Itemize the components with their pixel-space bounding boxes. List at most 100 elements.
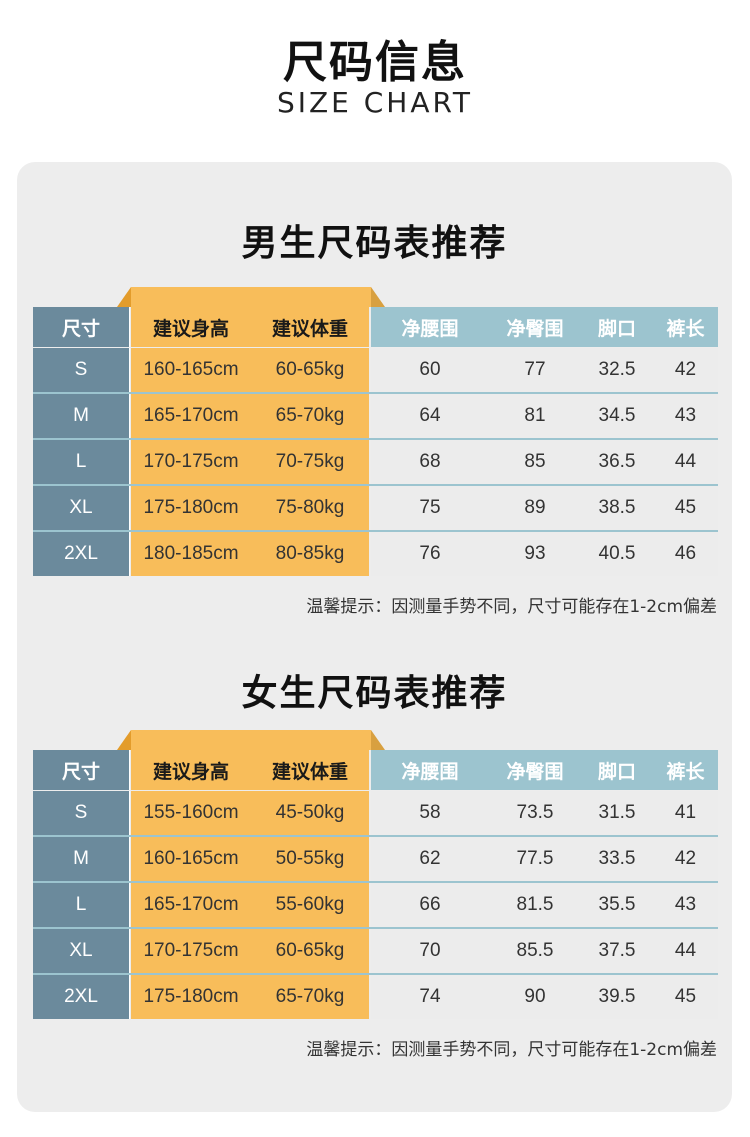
- size-label: XL: [33, 486, 130, 530]
- hip-value: 85.5: [489, 929, 581, 973]
- row-divider: [33, 484, 718, 486]
- table-row: S 155-160cm 45-50kg 58 73.5 31.5 41: [33, 791, 718, 835]
- size-label: S: [33, 348, 130, 392]
- length-value: 45: [653, 486, 718, 530]
- row-divider: [33, 881, 718, 883]
- page-title-cn: 尺码信息: [283, 37, 467, 88]
- height-value: 160-165cm: [131, 837, 251, 881]
- hem-value: 34.5: [581, 394, 653, 438]
- women-tab-top: [131, 730, 371, 750]
- hip-value: 85: [489, 440, 581, 484]
- size-label: XL: [33, 929, 130, 973]
- col-weight-header: 建议体重: [251, 307, 369, 347]
- length-value: 43: [653, 883, 718, 927]
- length-value: 44: [653, 929, 718, 973]
- height-value: 175-180cm: [131, 975, 251, 1019]
- table-row: S 160-165cm 60-65kg 60 77 32.5 42: [33, 348, 718, 392]
- men-header-row: 尺寸 建议身高 建议体重 净腰围 净臀围 脚口 裤长: [33, 307, 718, 347]
- col-size-header: 尺寸: [33, 750, 130, 790]
- hem-value: 31.5: [581, 791, 653, 835]
- col-hem-header: 脚口: [581, 307, 653, 347]
- women-note: 温馨提示：因测量手势不同，尺寸可能存在1-2cm偏差: [306, 1040, 718, 1060]
- height-value: 175-180cm: [131, 486, 251, 530]
- col-height-header: 建议身高: [131, 307, 251, 347]
- hip-value: 81: [489, 394, 581, 438]
- hip-value: 89: [489, 486, 581, 530]
- table-row: XL 175-180cm 75-80kg 75 89 38.5 45: [33, 486, 718, 530]
- row-divider: [33, 530, 718, 532]
- length-value: 46: [653, 532, 718, 576]
- row-divider: [33, 973, 718, 975]
- table-row: 2XL 175-180cm 65-70kg 74 90 39.5 45: [33, 975, 718, 1019]
- length-value: 41: [653, 791, 718, 835]
- men-tab-ear-left: [117, 287, 131, 307]
- weight-value: 60-65kg: [251, 929, 369, 973]
- size-label: L: [33, 440, 130, 484]
- hip-value: 90: [489, 975, 581, 1019]
- weight-value: 65-70kg: [251, 975, 369, 1019]
- hem-value: 40.5: [581, 532, 653, 576]
- height-value: 180-185cm: [131, 532, 251, 576]
- men-tab-top: [131, 287, 371, 307]
- col-hip-header: 净臀围: [489, 750, 581, 790]
- size-label: 2XL: [33, 532, 130, 576]
- waist-value: 58: [371, 791, 489, 835]
- col-waist-header: 净腰围: [371, 307, 489, 347]
- hem-value: 37.5: [581, 929, 653, 973]
- length-value: 42: [653, 348, 718, 392]
- hem-value: 35.5: [581, 883, 653, 927]
- men-section-title: 男生尺码表推荐: [241, 223, 508, 264]
- table-row: M 165-170cm 65-70kg 64 81 34.5 43: [33, 394, 718, 438]
- women-section-title: 女生尺码表推荐: [241, 673, 508, 714]
- hip-value: 93: [489, 532, 581, 576]
- col-hip-header: 净臀围: [489, 307, 581, 347]
- hem-value: 39.5: [581, 975, 653, 1019]
- col-length-header: 裤长: [653, 307, 718, 347]
- hip-value: 77.5: [489, 837, 581, 881]
- col-waist-header: 净腰围: [371, 750, 489, 790]
- height-value: 170-175cm: [131, 929, 251, 973]
- table-row: M 160-165cm 50-55kg 62 77.5 33.5 42: [33, 837, 718, 881]
- men-note: 温馨提示：因测量手势不同，尺寸可能存在1-2cm偏差: [306, 597, 718, 617]
- height-value: 170-175cm: [131, 440, 251, 484]
- row-divider: [33, 927, 718, 929]
- table-row: L 165-170cm 55-60kg 66 81.5 35.5 43: [33, 883, 718, 927]
- men-tab-ear-right: [371, 287, 385, 307]
- size-label: M: [33, 394, 130, 438]
- weight-value: 65-70kg: [251, 394, 369, 438]
- weight-value: 80-85kg: [251, 532, 369, 576]
- women-header-row: 尺寸 建议身高 建议体重 净腰围 净臀围 脚口 裤长: [33, 750, 718, 790]
- weight-value: 70-75kg: [251, 440, 369, 484]
- size-label: S: [33, 791, 130, 835]
- hip-value: 73.5: [489, 791, 581, 835]
- waist-value: 75: [371, 486, 489, 530]
- height-value: 160-165cm: [131, 348, 251, 392]
- waist-value: 60: [371, 348, 489, 392]
- length-value: 44: [653, 440, 718, 484]
- waist-value: 76: [371, 532, 489, 576]
- table-row: 2XL 180-185cm 80-85kg 76 93 40.5 46: [33, 532, 718, 576]
- hem-value: 32.5: [581, 348, 653, 392]
- col-height-header: 建议身高: [131, 750, 251, 790]
- hip-value: 77: [489, 348, 581, 392]
- col-size-header: 尺寸: [33, 307, 130, 347]
- row-divider: [33, 438, 718, 440]
- weight-value: 60-65kg: [251, 348, 369, 392]
- size-label: 2XL: [33, 975, 130, 1019]
- table-row: L 170-175cm 70-75kg 68 85 36.5 44: [33, 440, 718, 484]
- hem-value: 36.5: [581, 440, 653, 484]
- col-length-header: 裤长: [653, 750, 718, 790]
- col-weight-header: 建议体重: [251, 750, 369, 790]
- waist-value: 64: [371, 394, 489, 438]
- table-row: XL 170-175cm 60-65kg 70 85.5 37.5 44: [33, 929, 718, 973]
- women-tab-ear-right: [371, 730, 385, 750]
- waist-value: 62: [371, 837, 489, 881]
- size-label: M: [33, 837, 130, 881]
- height-value: 165-170cm: [131, 394, 251, 438]
- length-value: 43: [653, 394, 718, 438]
- women-tab-ear-left: [117, 730, 131, 750]
- hem-value: 38.5: [581, 486, 653, 530]
- waist-value: 68: [371, 440, 489, 484]
- height-value: 165-170cm: [131, 883, 251, 927]
- row-divider: [33, 392, 718, 394]
